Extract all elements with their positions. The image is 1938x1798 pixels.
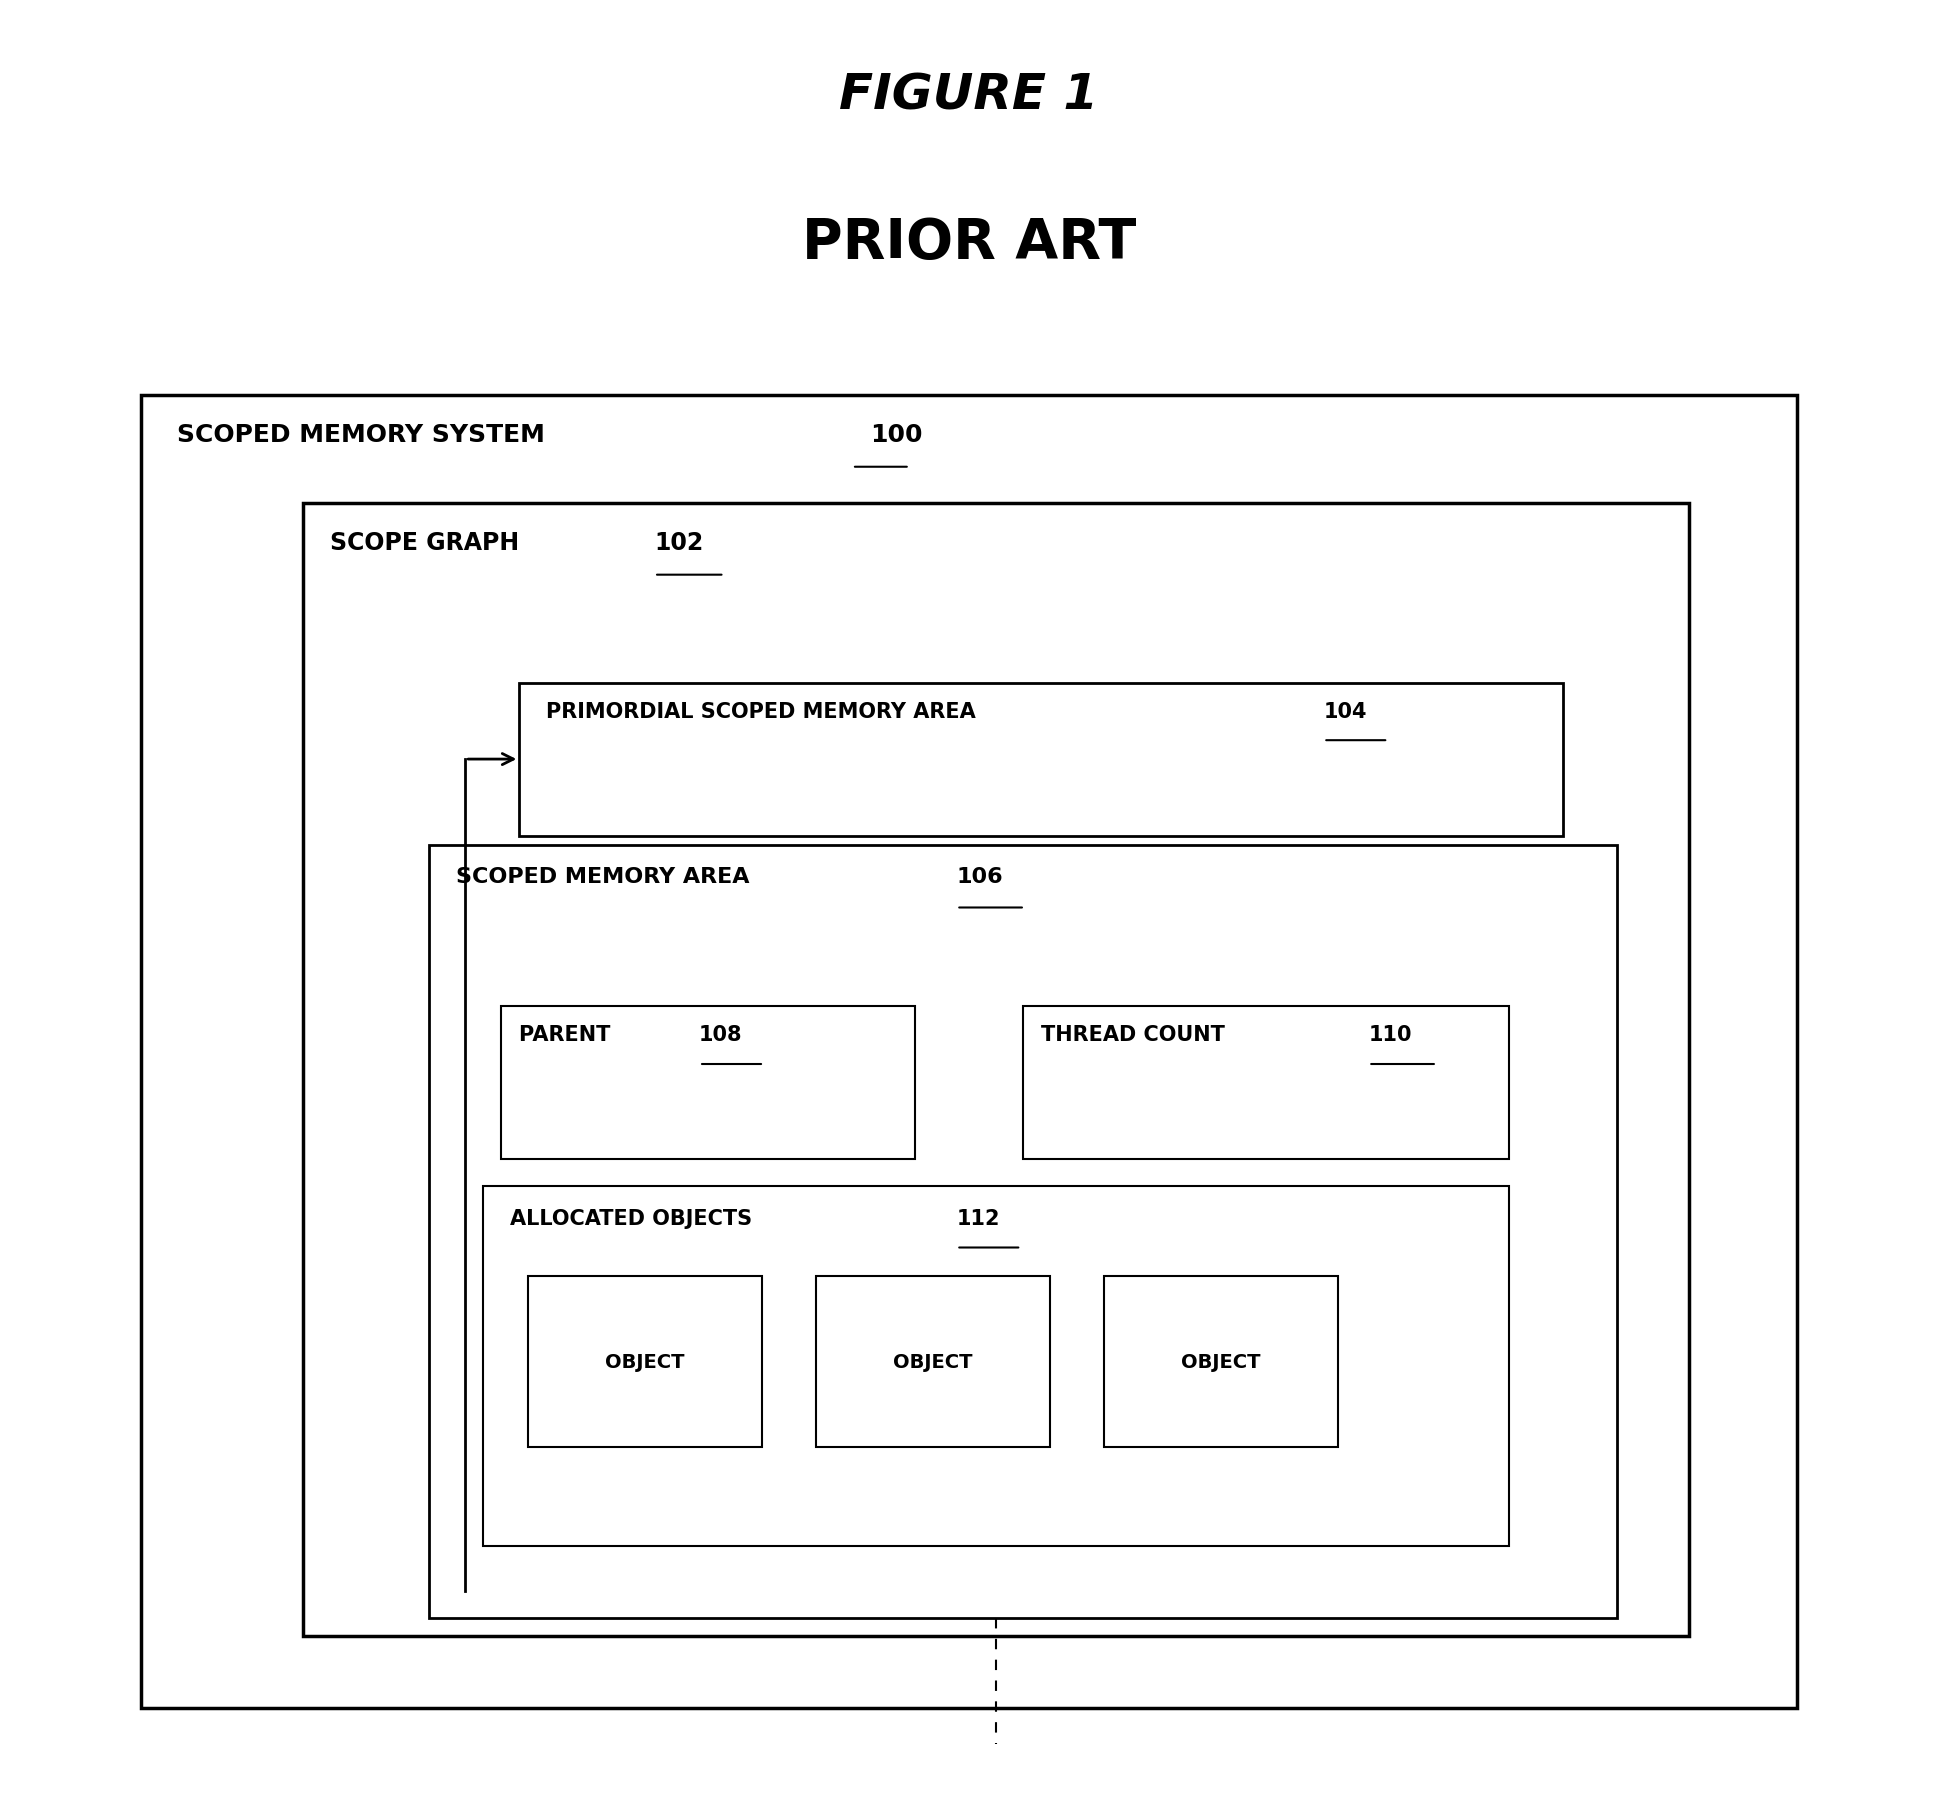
FancyBboxPatch shape <box>1105 1277 1337 1447</box>
FancyBboxPatch shape <box>304 503 1688 1636</box>
Text: PARENT: PARENT <box>519 1025 618 1045</box>
Text: OBJECT: OBJECT <box>1180 1352 1260 1372</box>
FancyBboxPatch shape <box>816 1277 1050 1447</box>
FancyBboxPatch shape <box>1023 1007 1508 1160</box>
Text: ALLOCATED OBJECTS: ALLOCATED OBJECTS <box>510 1208 760 1228</box>
FancyBboxPatch shape <box>519 683 1562 836</box>
Text: FIGURE 1: FIGURE 1 <box>839 72 1099 120</box>
Text: OBJECT: OBJECT <box>605 1352 684 1372</box>
Text: SCOPED MEMORY SYSTEM: SCOPED MEMORY SYSTEM <box>178 423 554 446</box>
FancyBboxPatch shape <box>502 1007 915 1160</box>
FancyBboxPatch shape <box>529 1277 762 1447</box>
Text: 112: 112 <box>957 1208 1000 1228</box>
Text: 106: 106 <box>957 867 1004 886</box>
Text: THREAD COUNT: THREAD COUNT <box>1041 1025 1233 1045</box>
Text: 102: 102 <box>655 530 703 554</box>
Text: SCOPED MEMORY AREA: SCOPED MEMORY AREA <box>455 867 758 886</box>
FancyBboxPatch shape <box>141 396 1797 1708</box>
Text: 104: 104 <box>1324 701 1366 721</box>
Text: OBJECT: OBJECT <box>893 1352 973 1372</box>
FancyBboxPatch shape <box>430 845 1616 1618</box>
Text: SCOPE GRAPH: SCOPE GRAPH <box>329 530 527 554</box>
FancyBboxPatch shape <box>483 1187 1508 1546</box>
Text: PRIMORDIAL SCOPED MEMORY AREA: PRIMORDIAL SCOPED MEMORY AREA <box>547 701 983 721</box>
Text: PRIOR ART: PRIOR ART <box>802 216 1136 270</box>
Text: 100: 100 <box>870 423 922 446</box>
Text: 108: 108 <box>700 1025 742 1045</box>
Text: 110: 110 <box>1368 1025 1413 1045</box>
